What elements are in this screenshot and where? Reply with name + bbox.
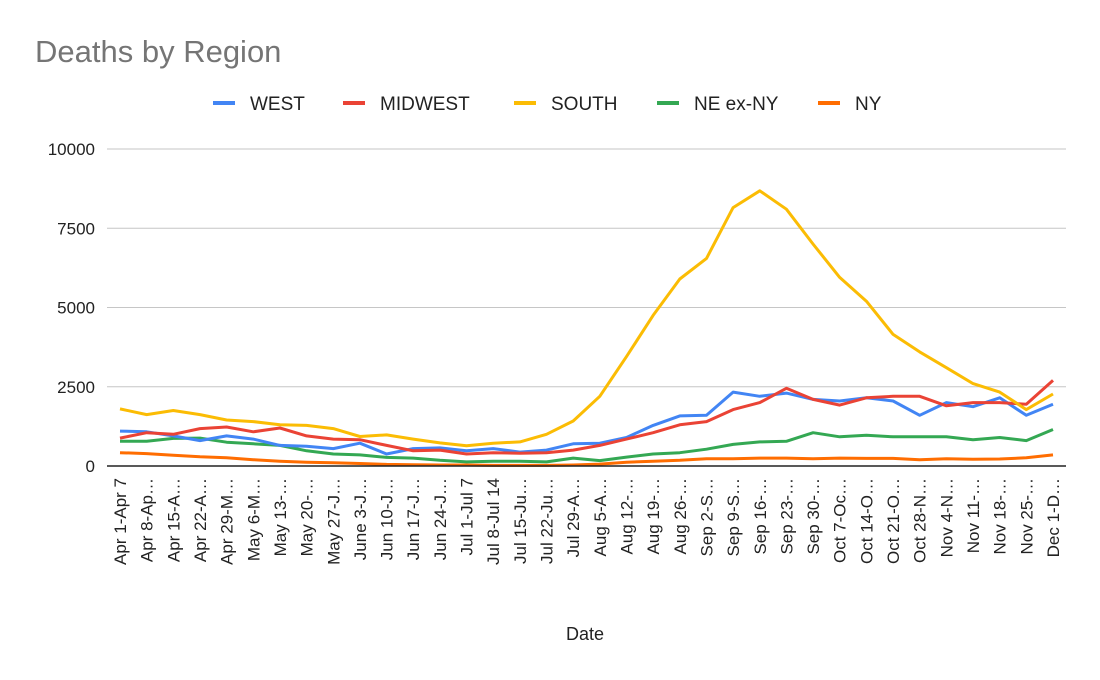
x-tick-label: Apr 29-M… bbox=[218, 478, 237, 565]
x-tick-label: Aug 26-… bbox=[671, 478, 690, 555]
x-tick-label: Oct 21-O… bbox=[884, 478, 903, 564]
legend-label: NY bbox=[855, 94, 882, 115]
x-tick-label: Jun 10-J… bbox=[378, 478, 397, 560]
x-tick-label: Nov 11-… bbox=[964, 478, 983, 553]
legend-label: MIDWEST bbox=[380, 94, 470, 115]
x-tick-label: Jul 1-Jul 7 bbox=[458, 478, 477, 555]
legend-label: NE ex-NY bbox=[694, 94, 779, 115]
x-tick-label: Jul 15-Ju… bbox=[511, 478, 530, 564]
series-line-midwest bbox=[119, 379, 1054, 456]
x-tick-label: Sep 23-… bbox=[777, 478, 796, 555]
x-tick-label: Jul 29-A… bbox=[564, 478, 583, 557]
chart-title: Deaths by Region bbox=[35, 34, 281, 69]
y-tick-label: 2500 bbox=[57, 378, 95, 397]
x-tick-label: Apr 22-A… bbox=[191, 478, 210, 562]
gridlines bbox=[107, 148, 1066, 388]
series-line-ny bbox=[119, 451, 1054, 467]
x-tick-label: Sep 16-… bbox=[751, 478, 770, 555]
x-tick-label: May 20-… bbox=[298, 478, 317, 556]
x-tick-label: Apr 1-Apr 7 bbox=[111, 478, 130, 565]
x-tick-label: Apr 8-Ap… bbox=[138, 478, 157, 562]
x-tick-label: Oct 28-N… bbox=[911, 478, 930, 563]
x-tick-label: June 3-J… bbox=[351, 478, 370, 560]
x-tick-label: Jul 8-Jul 14 bbox=[484, 478, 503, 565]
legend-item: NE ex-NY bbox=[657, 94, 779, 115]
x-tick-label: Sep 2-S… bbox=[697, 478, 716, 556]
x-tick-label: Jun 17-J… bbox=[404, 478, 423, 560]
x-tick-label: Jul 22-Ju… bbox=[538, 478, 557, 564]
x-tick-label: Nov 4-N… bbox=[937, 478, 956, 557]
series-lines bbox=[119, 189, 1054, 467]
x-tick-label: May 6-M… bbox=[244, 478, 263, 561]
y-axis-ticks: 0 2500 5000 7500 10000 bbox=[48, 140, 95, 476]
x-tick-label: Oct 7-Oc… bbox=[831, 478, 850, 563]
legend-item: NY bbox=[818, 94, 882, 115]
legend-item: MIDWEST bbox=[343, 94, 470, 115]
x-tick-label: Nov 18-… bbox=[991, 478, 1010, 555]
x-tick-label: Jun 24-J… bbox=[431, 478, 450, 560]
legend: WEST MIDWEST SOUTH NE ex-NY NY bbox=[213, 94, 882, 115]
x-tick-label: Sep 30-… bbox=[804, 478, 823, 555]
x-tick-label: Aug 5-A… bbox=[591, 478, 610, 556]
x-tick-label: Oct 14-O… bbox=[857, 478, 876, 564]
y-tick-label: 5000 bbox=[57, 299, 95, 318]
series-line-south bbox=[119, 189, 1054, 448]
x-tick-label: Apr 15-A… bbox=[164, 478, 183, 562]
legend-label: SOUTH bbox=[551, 94, 618, 115]
legend-item: WEST bbox=[213, 94, 305, 115]
x-axis-ticks: Apr 1-Apr 7 Apr 8-Ap… Apr 15-A… Apr 22-A… Ap… bbox=[111, 478, 1063, 565]
series-line-west bbox=[119, 390, 1054, 456]
x-tick-label: Nov 25-… bbox=[1017, 478, 1036, 555]
x-tick-label: May 27-J… bbox=[324, 478, 343, 565]
x-tick-label: Aug 19-… bbox=[644, 478, 663, 555]
y-tick-label: 7500 bbox=[57, 219, 95, 238]
x-axis-label: Date bbox=[566, 624, 604, 644]
legend-label: WEST bbox=[250, 94, 305, 115]
x-tick-label: May 13-… bbox=[271, 478, 290, 556]
legend-item: SOUTH bbox=[514, 94, 618, 115]
series-line-ne-ex-ny bbox=[120, 428, 1054, 464]
x-tick-label: Dec 1-D… bbox=[1044, 478, 1063, 557]
x-tick-label: Aug 12-… bbox=[617, 478, 636, 555]
y-tick-label: 10000 bbox=[48, 140, 95, 159]
y-tick-label: 0 bbox=[86, 457, 95, 476]
x-tick-label: Sep 9-S… bbox=[724, 478, 743, 556]
